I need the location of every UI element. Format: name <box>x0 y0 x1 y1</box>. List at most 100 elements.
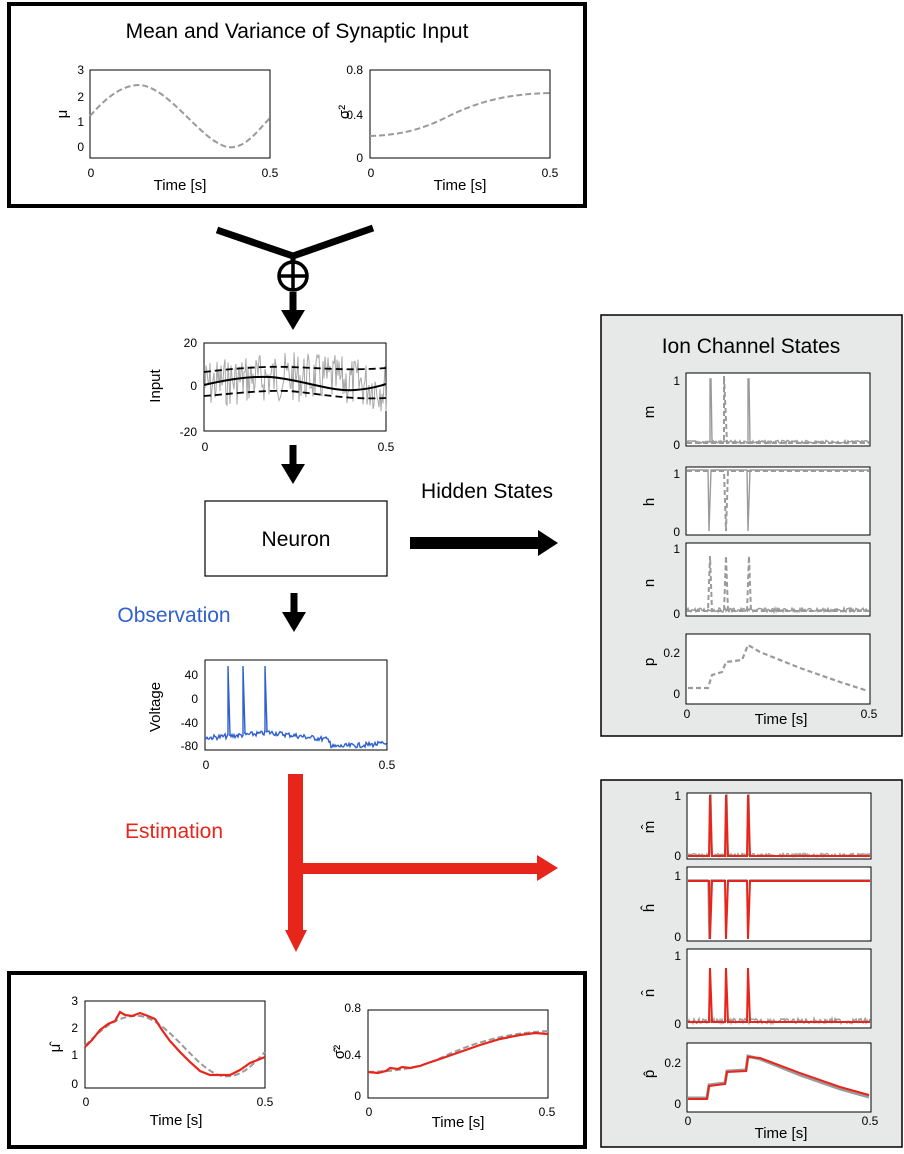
mu-true-curve <box>89 83 271 149</box>
n-ylabel: n <box>641 579 658 587</box>
hidden-states-label: Hidden States <box>421 480 553 503</box>
mu-xtick: 0.5 <box>262 166 279 180</box>
est-n-plot: 1 0 n̂ <box>641 948 872 1031</box>
m-estimate-trace <box>688 794 870 857</box>
arrow-down-icon <box>281 464 305 484</box>
variance-hat-xtick: 0 <box>366 1105 373 1119</box>
ion-panel-title: Ion Channel States <box>662 335 841 358</box>
est-n-ytick: 1 <box>674 949 681 963</box>
ion-xtick: 0.5 <box>861 707 878 721</box>
mu-hat-ytick: 0 <box>71 1077 78 1091</box>
input-ytick: 0 <box>190 379 197 393</box>
est-p-ylabel: p̂ <box>641 1070 658 1078</box>
estimation-arrows <box>285 774 558 952</box>
m-true-dashed <box>687 375 869 444</box>
variance-xlabel: Time [s] <box>434 177 487 194</box>
variance-ylabel: σ² <box>336 105 353 119</box>
variance-xtick: 0 <box>368 166 375 180</box>
ion-xtick: 0 <box>684 707 691 721</box>
h-ylabel: h <box>641 498 658 506</box>
variance-ytick: 0.8 <box>346 63 363 77</box>
p-ytick: 0.2 <box>663 646 680 660</box>
variance-hat-estimate-curve <box>367 1031 549 1075</box>
ion-n-plot: 1 0 n <box>641 542 871 621</box>
est-xlabel: Time [s] <box>755 1125 808 1142</box>
est-p-plot: 0.2 0 p̂ 0 0.5 Time [s] <box>641 1042 879 1142</box>
m-ylabel: m <box>641 406 658 419</box>
arrow-down-icon <box>285 930 307 952</box>
estimated-variance-plot: 0.8 0.4 0 σ̂² 0 0.5 Time [s] <box>331 1001 556 1131</box>
p-ylabel: p <box>641 658 658 666</box>
arrow-right-icon <box>538 530 558 556</box>
voltage-ytick: -40 <box>181 716 199 730</box>
mu-hat-ylabel: μ̂ <box>47 1041 64 1053</box>
input-mean-curve <box>203 375 387 392</box>
est-m-plot: 1 0 m̂ <box>641 789 872 863</box>
h-ytick: 0 <box>673 525 680 539</box>
mu-ytick: 0 <box>77 140 84 154</box>
est-h-plot: 1 0 ĥ <box>640 866 872 944</box>
input-plot: 20 0 -20 Input 0 0.5 <box>147 336 395 454</box>
input-ylabel: Input <box>147 368 164 402</box>
voltage-trace <box>204 665 388 749</box>
mu-hat-xlabel: Time [s] <box>150 1112 203 1129</box>
mu-xtick: 0 <box>88 166 95 180</box>
voltage-xtick: 0 <box>203 758 210 772</box>
variance-plot: 0.8 0.4 0 σ² 0 0.5 Time [s] <box>336 63 559 194</box>
est-h-ylabel: ĥ <box>640 904 658 912</box>
input-ytick: 20 <box>184 336 198 350</box>
arrow-down-icon <box>282 612 306 632</box>
est-m-ytick: 0 <box>674 849 681 863</box>
mu-hat-xtick: 0 <box>83 1095 90 1109</box>
est-n-ytick: 0 <box>674 1017 681 1031</box>
input-noise-trace <box>203 352 387 412</box>
ion-m-plot: 1 0 m <box>641 372 871 452</box>
mu-hat-ytick: 3 <box>71 994 78 1008</box>
m-ytick: 0 <box>673 438 680 452</box>
variance-ytick: 0 <box>356 151 363 165</box>
mu-ytick: 3 <box>77 63 84 77</box>
m-ytick: 1 <box>673 374 680 388</box>
variance-hat-ylabel: σ̂² <box>331 1045 348 1059</box>
sum-junction <box>215 224 375 330</box>
input-xtick: 0.5 <box>378 440 395 454</box>
mu-hat-ytick: 1 <box>71 1048 78 1062</box>
variance-xtick: 0.5 <box>542 166 559 180</box>
voltage-xtick: 0.5 <box>379 758 396 772</box>
p-ytick: 0 <box>673 687 680 701</box>
est-p-ytick: 0.2 <box>664 1056 681 1070</box>
est-m-ytick: 1 <box>674 789 681 803</box>
observation-label: Observation <box>117 604 230 627</box>
top-panel-title: Mean and Variance of Synaptic Input <box>126 20 469 43</box>
arrow-right-icon <box>537 855 558 881</box>
n-ytick: 0 <box>673 607 680 621</box>
p-estimate-trace <box>688 1055 870 1100</box>
est-n-ylabel: n̂ <box>641 989 658 997</box>
variance-hat-ytick: 0 <box>354 1089 361 1103</box>
estimation-label: Estimation <box>125 820 223 843</box>
est-xtick: 0 <box>685 1114 692 1128</box>
variance-hat-ytick: 0.4 <box>344 1048 361 1062</box>
ion-p-plot: 0.2 0 p 0 0.5 Time [s] <box>641 633 878 728</box>
voltage-ytick: -80 <box>181 739 199 753</box>
voltage-ylabel: Voltage <box>147 682 164 732</box>
voltage-ytick: 0 <box>191 692 198 706</box>
arrow-down-icon <box>281 310 305 330</box>
h-ytick: 1 <box>673 467 680 481</box>
est-h-ytick: 0 <box>674 930 681 944</box>
h-true-dashed <box>687 470 869 532</box>
n-true-dashed <box>687 555 869 612</box>
variance-hat-true-curve <box>367 1030 549 1073</box>
mu-hat-estimate-curve <box>84 1010 266 1077</box>
input-xtick: 0 <box>202 440 209 454</box>
est-m-ylabel: m̂ <box>641 821 658 834</box>
est-p-ytick: 0 <box>674 1097 681 1111</box>
n-estimate-trace <box>688 967 870 1023</box>
mu-xlabel: Time [s] <box>154 177 207 194</box>
mu-plot: 3 2 1 0 μ 0 0.5 Time [s] <box>54 63 279 194</box>
variance-true-curve <box>369 92 551 137</box>
neuron-label: Neuron <box>262 528 331 551</box>
input-upper-bound <box>203 365 387 373</box>
n-ytick: 1 <box>673 542 680 556</box>
